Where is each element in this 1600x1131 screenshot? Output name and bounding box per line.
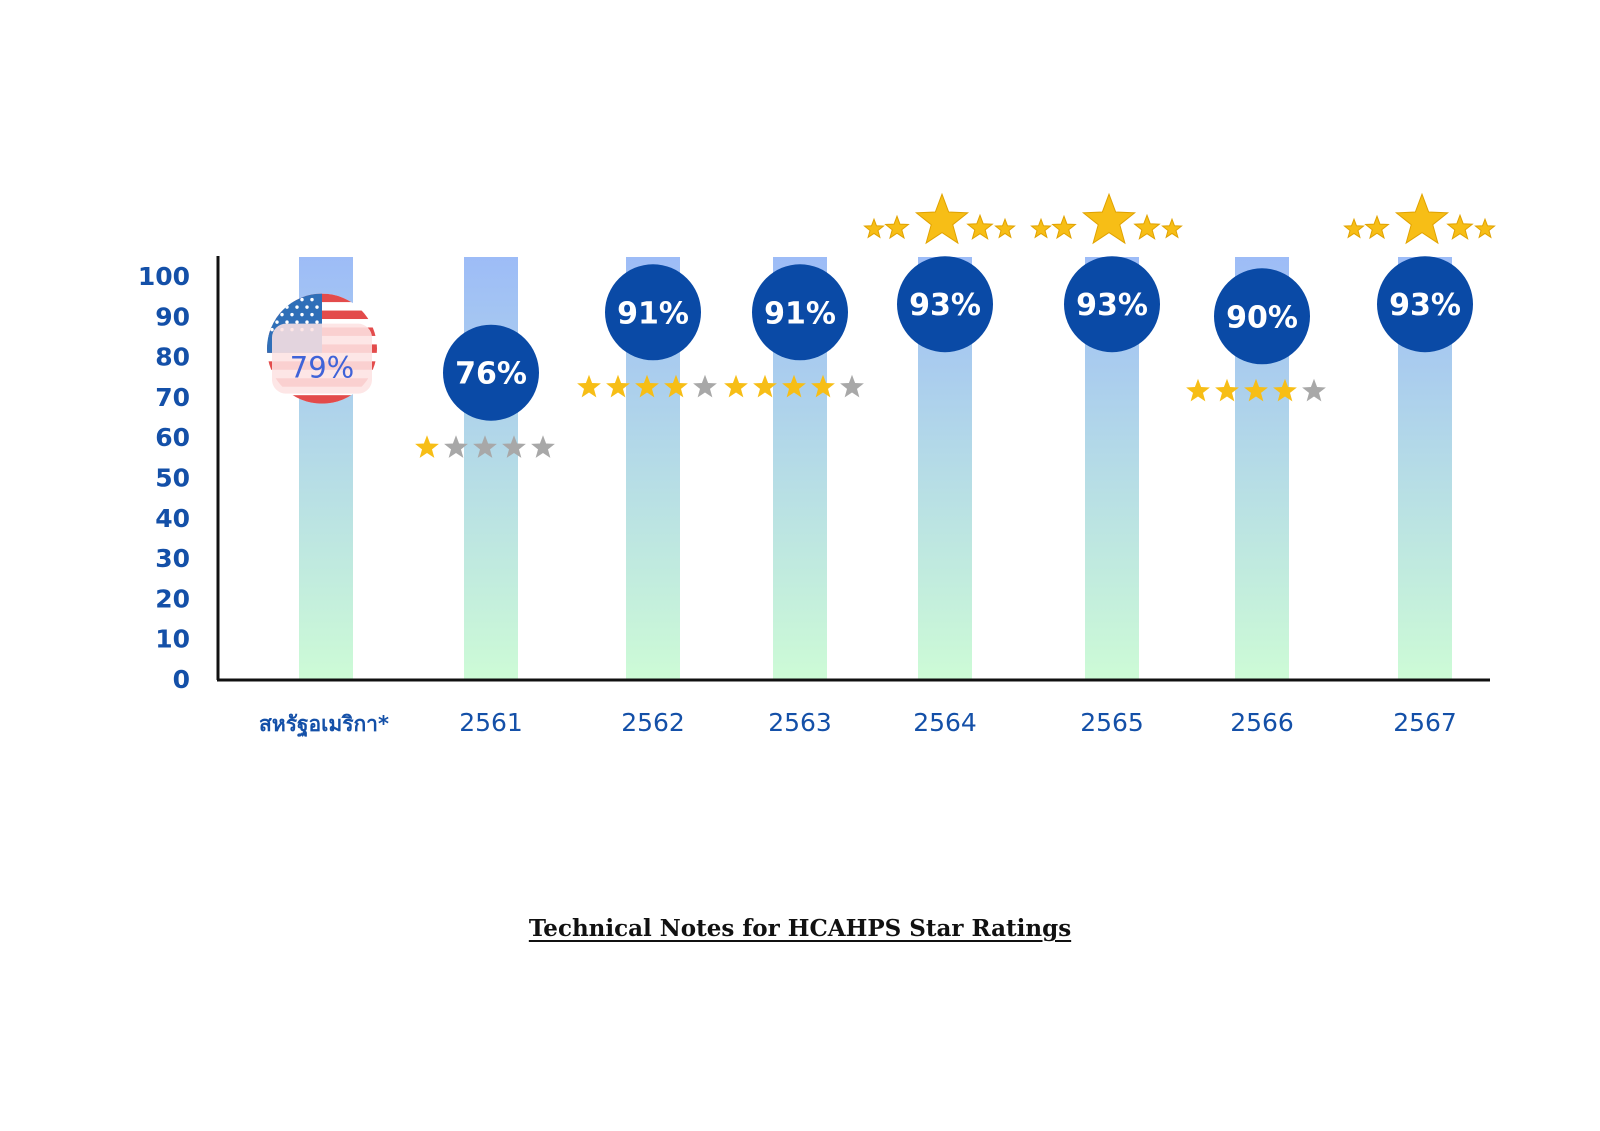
- value-bubble: [605, 264, 701, 361]
- y-tick-label: 100: [138, 262, 190, 291]
- x-category-label: 2561: [459, 708, 523, 737]
- star-filled-icon: [606, 374, 630, 398]
- star-filled-icon: [1030, 217, 1052, 239]
- star-filled-icon: [1161, 217, 1183, 239]
- star-filled-icon: [994, 217, 1016, 239]
- star-empty-icon: [840, 374, 864, 398]
- star-filled-icon: [1186, 378, 1210, 402]
- star-empty-icon: [502, 435, 526, 458]
- y-tick-label: 80: [155, 343, 190, 372]
- y-tick-label: 70: [155, 383, 190, 412]
- value-label: 76%: [455, 357, 527, 392]
- y-tick-label: 40: [155, 504, 190, 533]
- y-tick-label: 30: [155, 544, 190, 573]
- star-filled-icon: [1446, 213, 1474, 240]
- star-filled-icon: [914, 192, 970, 245]
- star-filled-icon: [1244, 378, 1268, 402]
- star-filled-icon: [966, 213, 994, 240]
- star-filled-icon: [664, 374, 688, 398]
- star-filled-icon: [1215, 378, 1239, 402]
- value-bubble: [443, 324, 539, 421]
- value-label: 93%: [909, 288, 981, 323]
- star-filled-icon: [753, 374, 777, 398]
- x-category-label: 2565: [1080, 708, 1144, 737]
- star-rating: [577, 374, 717, 398]
- star-filled-icon: [782, 374, 806, 398]
- value-label: 91%: [764, 296, 836, 331]
- value-bubble: [897, 256, 993, 353]
- star-empty-icon: [693, 374, 717, 398]
- x-category-label: 2567: [1393, 708, 1457, 737]
- value-label: 93%: [1076, 288, 1148, 323]
- x-category-label: 2566: [1230, 708, 1294, 737]
- footnote: Technical Notes for HCAHPS Star Ratings: [528, 915, 1072, 942]
- star-empty-icon: [444, 435, 468, 458]
- star-empty-icon: [1302, 378, 1326, 402]
- star-rating: [1186, 378, 1326, 402]
- x-category-label: 2563: [768, 708, 832, 737]
- value-markers: 79% 76% 91% 91% 93% 93% 90% 93%: [267, 192, 1496, 458]
- y-tick-label: 10: [155, 625, 190, 654]
- star-rating: [724, 374, 864, 398]
- x-category-label: 2564: [913, 708, 977, 737]
- star-rating: [1343, 192, 1496, 245]
- star-rating: [415, 435, 555, 458]
- star-empty-icon: [473, 435, 497, 458]
- star-filled-icon: [1051, 214, 1077, 240]
- value-bubble: [1377, 256, 1473, 353]
- value-label: 90%: [1226, 300, 1298, 335]
- star-filled-icon: [1364, 214, 1390, 240]
- star-filled-icon: [1474, 217, 1496, 239]
- star-rating: [1030, 192, 1183, 245]
- value-bubble: [1064, 256, 1160, 353]
- star-filled-icon: [884, 214, 910, 240]
- y-tick-label: 0: [173, 665, 190, 694]
- star-filled-icon: [415, 435, 439, 458]
- x-category-label: สหรัฐอเมริกา*: [259, 712, 389, 738]
- star-filled-icon: [863, 217, 885, 239]
- star-rating: [863, 192, 1016, 245]
- y-tick-label: 60: [155, 423, 190, 452]
- star-filled-icon: [1343, 217, 1365, 239]
- us-flag-icon: [267, 293, 377, 404]
- star-filled-icon: [635, 374, 659, 398]
- star-filled-icon: [1273, 378, 1297, 402]
- y-tick-label: 20: [155, 584, 190, 613]
- axes: 0 10 20 30 40 50 60 70 80 90 100 สหรัฐอเมริกา* 2561 2…: [138, 256, 1490, 738]
- value-bubble: [752, 264, 848, 361]
- star-filled-icon: [1081, 192, 1137, 245]
- star-filled-icon: [1394, 192, 1450, 245]
- value-label: 79%: [290, 351, 354, 385]
- star-filled-icon: [1133, 213, 1161, 240]
- star-filled-icon: [811, 374, 835, 398]
- value-label: 91%: [617, 296, 689, 331]
- value-label: 93%: [1389, 288, 1461, 323]
- x-category-label: 2562: [621, 708, 685, 737]
- y-tick-label: 90: [155, 302, 190, 331]
- star-empty-icon: [531, 435, 555, 458]
- star-filled-icon: [724, 374, 748, 398]
- y-tick-label: 50: [155, 464, 190, 493]
- value-bubble: [1214, 268, 1310, 365]
- bar: [464, 257, 518, 679]
- star-filled-icon: [577, 374, 601, 398]
